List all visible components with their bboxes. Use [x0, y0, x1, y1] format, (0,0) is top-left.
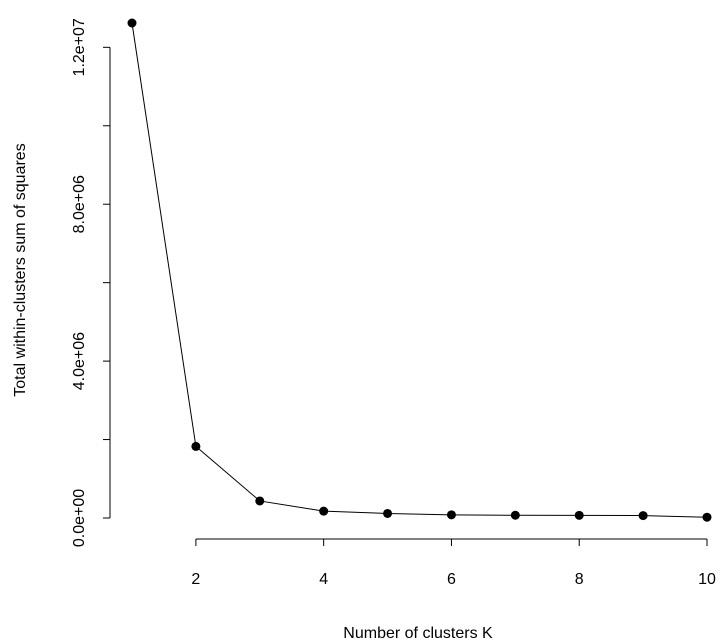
- data-point-k5: [383, 508, 393, 518]
- x-tick-label: 6: [447, 571, 456, 588]
- y-tick-label: 4.0e+06: [71, 332, 88, 390]
- y-tick-label: 0.0e+00: [71, 489, 88, 547]
- x-tick-label: 4: [319, 571, 328, 588]
- data-point-k4: [319, 506, 329, 516]
- data-point-k7: [510, 510, 520, 520]
- plot-area: [127, 18, 712, 522]
- y-tick-label: 8.0e+06: [71, 175, 88, 233]
- data-point-k9: [638, 511, 648, 521]
- y-axis-title: Total within-clusters sum of squares: [12, 143, 29, 396]
- data-point-k2: [191, 441, 201, 451]
- x-tick-label: 10: [698, 571, 716, 588]
- x-axis: 2 4 6 8 10: [191, 538, 716, 588]
- data-point-k3: [255, 496, 265, 506]
- x-tick-label: 8: [575, 571, 584, 588]
- x-tick-label: 2: [191, 571, 200, 588]
- data-point-k10: [702, 512, 712, 522]
- y-axis: 0.0e+00 4.0e+06 8.0e+06 1.2e+07: [71, 18, 111, 547]
- data-point-k1: [127, 18, 137, 28]
- series-line: [131, 22, 708, 518]
- x-axis-title: Number of clusters K: [343, 625, 493, 642]
- y-tick-label: 1.2e+07: [71, 18, 88, 76]
- data-point-k8: [574, 510, 584, 520]
- data-point-k6: [446, 510, 456, 520]
